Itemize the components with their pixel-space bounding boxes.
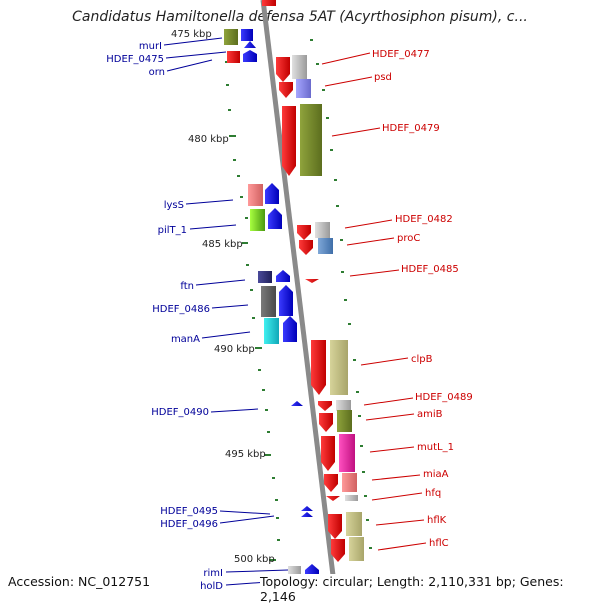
reverse-strand-genes xyxy=(262,0,365,600)
gene-label-proC[interactable]: proC xyxy=(397,233,420,244)
gene-annotation-box[interactable] xyxy=(264,318,279,344)
gene-annotation-box[interactable] xyxy=(224,29,238,45)
gene-label-HDEF_0485[interactable]: HDEF_0485 xyxy=(401,264,459,275)
gene-annotation-box[interactable] xyxy=(300,104,322,176)
gene-arrow-hflC[interactable] xyxy=(331,539,345,562)
gene-label-hfq[interactable]: hfq xyxy=(425,488,441,499)
gene-arrow-HDEF_0482[interactable] xyxy=(297,225,311,240)
gene-arrow-HDEF_0486[interactable] xyxy=(279,285,293,316)
gene-label-HDEF_0482[interactable]: HDEF_0482 xyxy=(395,214,453,225)
gene-annotation-box[interactable] xyxy=(337,410,352,432)
gene-annotation-box[interactable] xyxy=(339,434,355,472)
genome-backbone xyxy=(260,0,339,600)
gene-arrow-HDEF_0479[interactable] xyxy=(282,106,296,176)
gene-annotation-box[interactable] xyxy=(336,400,351,411)
gene-arrow-clpB[interactable] xyxy=(311,340,326,395)
gene-arrow-proC[interactable] xyxy=(299,240,313,255)
kbp-label: 480 kbp xyxy=(188,134,229,145)
forward-gene-labels: murI HDEF_0475 orn lysS pilT_1 ftn HDEF_… xyxy=(106,41,223,592)
gene-annotation-box[interactable] xyxy=(248,184,263,206)
map-title: Candidatus Hamiltonella defensa 5AT (Acy… xyxy=(72,9,528,25)
gene-annotation-box[interactable] xyxy=(227,51,240,63)
gene-label-HDEF_0489[interactable]: HDEF_0489 xyxy=(415,392,473,403)
gene-annotation-box[interactable] xyxy=(261,286,276,317)
gene-label-miaA[interactable]: miaA xyxy=(423,469,449,480)
gene-annotation-box[interactable] xyxy=(292,55,307,79)
gene-arrow-mutL_1[interactable] xyxy=(321,436,335,471)
gene-label-orn[interactable]: orn xyxy=(149,67,165,78)
gene-arrow-top[interactable] xyxy=(262,0,276,6)
gene-label-mutL_1[interactable]: mutL_1 xyxy=(417,442,454,453)
gene-annotation-box[interactable] xyxy=(346,512,362,536)
gene-label-HDEF_0479[interactable]: HDEF_0479 xyxy=(382,123,440,134)
callout-lines-right xyxy=(321,52,427,551)
gene-label-HDEF_0490[interactable]: HDEF_0490 xyxy=(151,407,209,418)
gene-arrow-lysS[interactable] xyxy=(265,183,279,204)
gene-arrow-pilT_1[interactable] xyxy=(268,208,282,229)
gene-arrow-orn[interactable] xyxy=(243,50,257,62)
kbp-label: 485 kbp xyxy=(202,239,243,250)
gene-annotation-box[interactable] xyxy=(288,566,301,576)
kbp-label: 490 kbp xyxy=(214,344,255,355)
gene-label-HDEF_0475[interactable]: HDEF_0475 xyxy=(106,54,164,65)
gene-label-HDEF_0486[interactable]: HDEF_0486 xyxy=(152,304,210,315)
gene-arrow-amiB[interactable] xyxy=(319,413,333,432)
gene-arrow-HDEF_0477[interactable] xyxy=(276,57,290,82)
gene-annotation-box[interactable] xyxy=(250,209,265,231)
gene-annotation-box[interactable] xyxy=(349,537,364,561)
gene-arrow-HDEF_0485[interactable] xyxy=(305,279,319,283)
gene-label-hflK[interactable]: hflK xyxy=(427,515,447,526)
gene-label-psd[interactable]: psd xyxy=(374,72,392,83)
gene-arrow-hfq[interactable] xyxy=(326,496,340,501)
gene-label-clpB[interactable]: clpB xyxy=(411,354,433,365)
accession-text: Accession: NC_012751 xyxy=(8,574,151,589)
reverse-gene-labels: HDEF_0477 psd HDEF_0479 HDEF_0482 proC H… xyxy=(372,49,473,549)
gene-annotation-box[interactable] xyxy=(296,79,311,98)
gene-label-murI[interactable]: murI xyxy=(139,41,162,52)
kbp-label: 475 kbp xyxy=(171,29,212,40)
gene-label-rimI[interactable]: rimI xyxy=(203,568,223,579)
kbp-label: 500 kbp xyxy=(234,554,275,565)
gene-arrow-HDEF_0475[interactable] xyxy=(244,41,256,48)
forward-strand-genes xyxy=(224,29,321,588)
gene-label-pilT_1[interactable]: pilT_1 xyxy=(158,225,187,236)
gene-label-manA[interactable]: manA xyxy=(171,334,200,345)
gene-arrow-manA[interactable] xyxy=(283,316,297,342)
gene-annotation-box[interactable] xyxy=(258,271,272,283)
gene-arrow-ftn[interactable] xyxy=(276,270,290,282)
gene-label-HDEF_0496[interactable]: HDEF_0496 xyxy=(160,519,218,530)
gene-arrow-psd[interactable] xyxy=(279,82,293,98)
topology-text: Topology: circular; Length: 2,110,331 bp… xyxy=(260,574,600,604)
gene-arrow-HDEF_0490[interactable] xyxy=(291,401,303,406)
gene-label-lysS[interactable]: lysS xyxy=(164,200,184,211)
gene-annotation-box[interactable] xyxy=(342,473,357,492)
gene-arrow-rimI[interactable] xyxy=(305,564,319,576)
gene-label-HDEF_0495[interactable]: HDEF_0495 xyxy=(160,506,218,517)
gene-label-HDEF_0477[interactable]: HDEF_0477 xyxy=(372,49,430,60)
gene-arrow-miaA[interactable] xyxy=(324,474,338,492)
gene-annotation-box[interactable] xyxy=(318,238,333,254)
gene-arrow-HDEF_0495[interactable] xyxy=(301,506,313,511)
kbp-scale: 475 kbp 480 kbp 485 kbp 490 kbp 495 kbp … xyxy=(171,29,275,565)
gene-label-ftn[interactable]: ftn xyxy=(180,281,194,292)
gene-annotation-box[interactable] xyxy=(330,340,348,395)
gene-annotation-box[interactable] xyxy=(315,222,330,238)
gene-label-holD[interactable]: holD xyxy=(200,581,223,592)
gene-annotation-box[interactable] xyxy=(345,495,358,501)
kbp-label: 495 kbp xyxy=(225,449,266,460)
gene-arrow-hflK[interactable] xyxy=(328,514,342,539)
gene-label-amiB[interactable]: amiB xyxy=(417,409,443,420)
gene-label-hflC[interactable]: hflC xyxy=(429,538,449,549)
gene-arrow-HDEF_0496[interactable] xyxy=(301,512,313,517)
gene-arrow-HDEF_0489[interactable] xyxy=(318,401,332,411)
gene-arrow-murI[interactable] xyxy=(241,29,253,41)
